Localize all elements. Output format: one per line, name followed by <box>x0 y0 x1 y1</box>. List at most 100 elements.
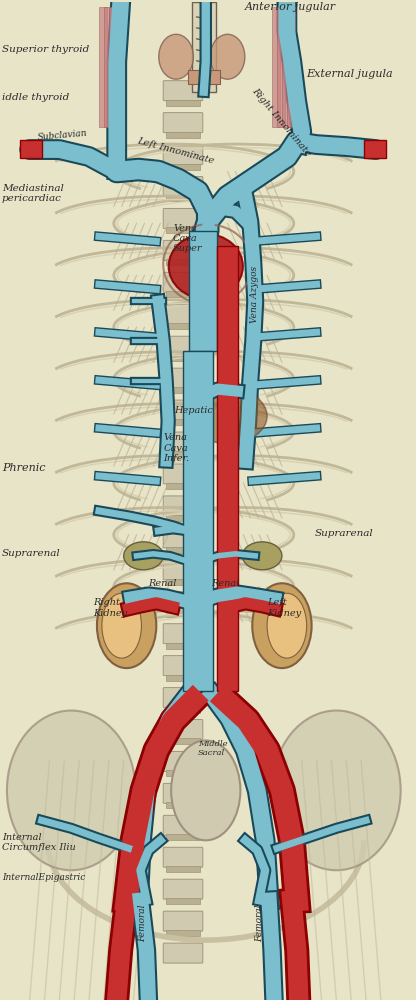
Ellipse shape <box>272 711 401 870</box>
FancyBboxPatch shape <box>163 943 203 963</box>
Text: iddle thyroid: iddle thyroid <box>2 93 69 102</box>
FancyBboxPatch shape <box>163 656 203 676</box>
FancyBboxPatch shape <box>163 911 203 931</box>
Text: Femoral: Femoral <box>255 905 264 942</box>
Bar <box>104 7 112 127</box>
FancyBboxPatch shape <box>163 815 203 835</box>
Bar <box>166 738 200 744</box>
Text: Suprarenal: Suprarenal <box>2 549 61 558</box>
FancyBboxPatch shape <box>163 208 203 228</box>
Bar <box>166 547 200 553</box>
Bar <box>217 246 238 691</box>
Bar <box>166 579 200 585</box>
Text: Middle
Sacral: Middle Sacral <box>198 740 228 757</box>
Bar <box>166 195 200 201</box>
Bar <box>109 7 117 127</box>
Bar <box>183 351 213 691</box>
FancyBboxPatch shape <box>163 592 203 612</box>
Bar <box>272 7 280 127</box>
Bar <box>166 132 200 138</box>
Text: External jugula: External jugula <box>307 69 393 79</box>
FancyBboxPatch shape <box>163 688 203 708</box>
Text: Suprarenal: Suprarenal <box>314 529 373 538</box>
Text: Left
Kidney: Left Kidney <box>267 598 301 618</box>
Ellipse shape <box>168 234 243 299</box>
FancyBboxPatch shape <box>163 177 203 196</box>
FancyBboxPatch shape <box>163 400 203 420</box>
FancyBboxPatch shape <box>163 496 203 516</box>
Text: Renal: Renal <box>211 579 239 588</box>
Bar <box>166 483 200 489</box>
Bar <box>166 643 200 649</box>
Ellipse shape <box>252 583 312 668</box>
FancyBboxPatch shape <box>163 81 203 101</box>
Text: Subclavian: Subclavian <box>37 128 88 142</box>
Bar <box>166 707 200 713</box>
FancyBboxPatch shape <box>163 336 203 356</box>
Ellipse shape <box>188 389 267 444</box>
Bar <box>277 7 285 127</box>
Bar <box>282 7 290 127</box>
Ellipse shape <box>102 593 141 658</box>
Text: Renal: Renal <box>149 579 177 588</box>
Bar <box>166 291 200 297</box>
Bar <box>114 7 121 127</box>
FancyBboxPatch shape <box>163 368 203 388</box>
Bar <box>287 7 295 127</box>
Bar <box>166 387 200 393</box>
Ellipse shape <box>267 593 307 658</box>
Bar <box>166 675 200 681</box>
Text: Femoral: Femoral <box>139 905 148 942</box>
Bar <box>189 231 217 351</box>
Text: Phrenic: Phrenic <box>2 463 45 473</box>
Bar <box>166 834 200 840</box>
Bar <box>166 100 200 106</box>
Bar <box>166 451 200 457</box>
Text: InternalEpigastric: InternalEpigastric <box>2 873 85 882</box>
FancyBboxPatch shape <box>163 751 203 771</box>
Bar <box>166 419 200 425</box>
Bar <box>166 355 200 361</box>
Text: Right
Kidney: Right Kidney <box>93 598 127 618</box>
Text: Mediastinal
pericardiac: Mediastinal pericardiac <box>2 184 64 203</box>
Text: Right Innominate: Right Innominate <box>250 87 313 159</box>
Text: Anterior jugular: Anterior jugular <box>245 2 337 12</box>
FancyBboxPatch shape <box>163 304 203 324</box>
Bar <box>166 930 200 936</box>
Bar <box>166 259 200 265</box>
Bar <box>166 164 200 170</box>
Text: Superior thyroid: Superior thyroid <box>2 45 89 54</box>
Bar <box>166 898 200 904</box>
FancyBboxPatch shape <box>163 528 203 548</box>
Ellipse shape <box>159 34 193 79</box>
FancyBboxPatch shape <box>163 783 203 803</box>
Ellipse shape <box>171 740 240 840</box>
FancyBboxPatch shape <box>163 432 203 452</box>
Bar <box>364 140 386 158</box>
FancyBboxPatch shape <box>163 145 203 165</box>
Text: Left Innominate: Left Innominate <box>136 136 215 166</box>
Bar <box>166 770 200 776</box>
FancyBboxPatch shape <box>163 464 203 484</box>
Text: Vena Azygos: Vena Azygos <box>250 266 259 323</box>
FancyBboxPatch shape <box>163 624 203 644</box>
FancyBboxPatch shape <box>163 113 203 133</box>
Ellipse shape <box>97 583 156 668</box>
Bar <box>166 515 200 521</box>
Bar <box>166 802 200 808</box>
Text: Vena
Cava
Super: Vena Cava Super <box>173 224 203 253</box>
FancyBboxPatch shape <box>163 560 203 580</box>
Text: Internal
Circumflex Iliu: Internal Circumflex Iliu <box>2 833 76 852</box>
Bar <box>99 7 107 127</box>
Bar <box>166 611 200 617</box>
Ellipse shape <box>210 34 245 79</box>
FancyBboxPatch shape <box>163 272 203 292</box>
Bar <box>20 140 42 158</box>
Bar <box>166 227 200 233</box>
Bar <box>192 2 215 92</box>
Bar <box>166 866 200 872</box>
FancyBboxPatch shape <box>163 847 203 867</box>
Text: Hepatic: Hepatic <box>174 406 213 415</box>
Bar <box>188 70 220 84</box>
Text: Vena
Cava
Infer.: Vena Cava Infer. <box>163 433 189 463</box>
